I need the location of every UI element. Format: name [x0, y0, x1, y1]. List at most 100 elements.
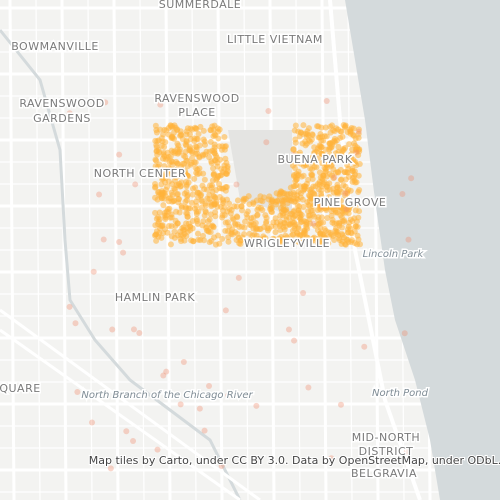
point [196, 154, 203, 161]
point [347, 128, 354, 135]
point [348, 237, 355, 244]
point [206, 239, 213, 246]
point [222, 307, 229, 314]
point [152, 180, 159, 187]
point [340, 147, 347, 154]
point [302, 142, 309, 149]
point [253, 402, 260, 409]
point [352, 148, 359, 155]
point [182, 141, 189, 148]
point [361, 343, 368, 350]
point [216, 143, 223, 150]
point [354, 201, 361, 208]
point [157, 101, 164, 108]
point [355, 189, 362, 196]
point [155, 233, 162, 240]
point [333, 184, 340, 191]
point [320, 180, 327, 187]
point [311, 149, 318, 156]
point [312, 183, 319, 190]
point [298, 173, 305, 180]
point [332, 227, 339, 234]
point [216, 181, 223, 188]
point [168, 223, 175, 230]
point [219, 235, 226, 242]
point [169, 198, 176, 205]
point [344, 162, 351, 169]
point [202, 208, 209, 215]
point [348, 151, 355, 158]
point [346, 219, 353, 226]
point [205, 218, 212, 225]
point [161, 163, 168, 170]
point [177, 401, 184, 408]
point [201, 212, 208, 219]
place-label: Lincoln Park [363, 249, 425, 260]
point [179, 160, 186, 167]
point [294, 196, 301, 203]
point [152, 156, 159, 163]
point [291, 337, 298, 344]
point [315, 195, 322, 202]
point [317, 174, 324, 181]
point [221, 143, 228, 150]
point [306, 202, 313, 209]
point [123, 428, 130, 435]
point [221, 165, 228, 172]
point [184, 157, 191, 164]
point [189, 225, 196, 232]
point [346, 141, 353, 148]
point [178, 203, 185, 210]
place-label: North Branch of the Chicago River [81, 390, 253, 401]
point [338, 188, 345, 195]
point [209, 177, 216, 184]
river [0, 29, 242, 501]
place-label: GARDENS [33, 112, 91, 125]
point [329, 139, 336, 146]
point [335, 143, 342, 150]
point [327, 129, 334, 136]
point [156, 161, 163, 168]
point [331, 220, 338, 227]
point [241, 231, 248, 238]
point [174, 191, 181, 198]
point [293, 154, 300, 161]
point [340, 122, 347, 129]
point [286, 221, 293, 228]
point [331, 202, 338, 209]
point [318, 214, 325, 221]
point [176, 195, 183, 202]
point [280, 206, 287, 213]
point [174, 127, 181, 134]
point [100, 236, 107, 243]
lake-shore-drive [328, 0, 422, 501]
point [285, 191, 292, 198]
point [293, 176, 300, 183]
point [238, 223, 245, 230]
point [294, 202, 301, 209]
point [317, 143, 324, 150]
point [156, 171, 163, 178]
point [244, 208, 251, 215]
point [274, 198, 281, 205]
point [209, 188, 216, 195]
point [302, 130, 309, 137]
point [296, 232, 303, 239]
point [306, 193, 313, 200]
point [222, 219, 229, 226]
point [195, 208, 202, 215]
point [356, 208, 363, 215]
point [178, 132, 185, 139]
point [156, 209, 163, 216]
point [225, 234, 232, 241]
point [167, 241, 174, 248]
point [171, 177, 178, 184]
place-label: BUENA PARK [277, 153, 352, 166]
point [224, 228, 231, 235]
point [195, 130, 202, 137]
point [169, 191, 176, 198]
point [300, 122, 307, 129]
point [216, 240, 223, 247]
point [233, 203, 240, 210]
point [297, 129, 304, 136]
